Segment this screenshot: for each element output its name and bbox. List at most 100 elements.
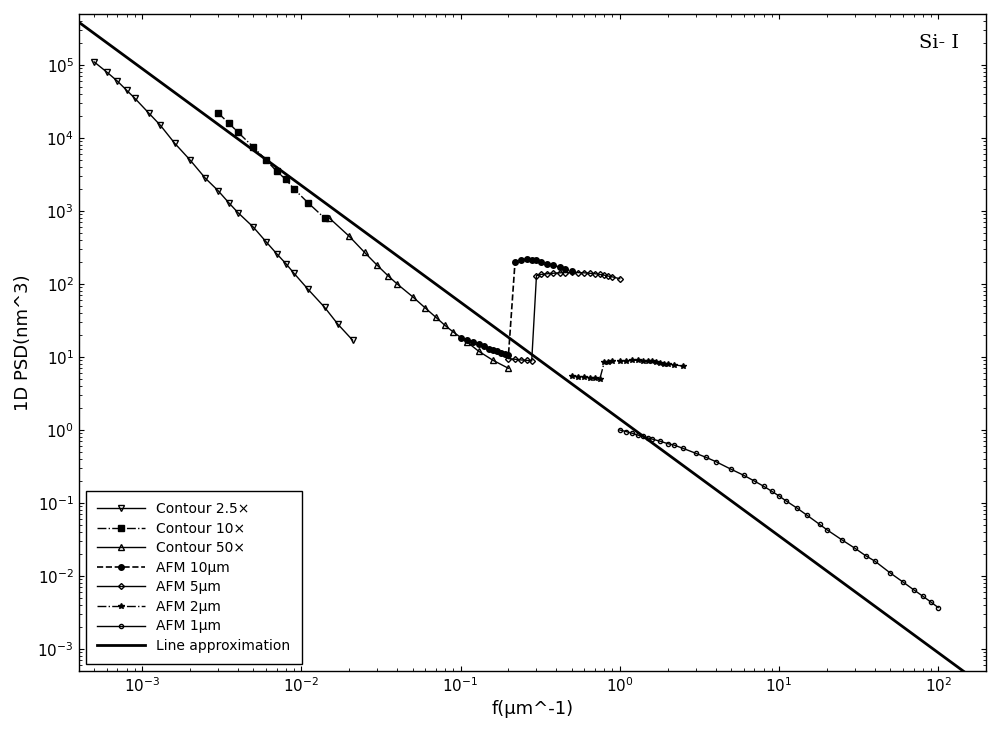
AFM 1μm: [700, 453, 712, 462]
AFM 2μm: [637, 356, 649, 365]
Contour 2.5×: [247, 223, 259, 231]
AFM 2μm: [584, 373, 596, 382]
AFM 1μm: [632, 430, 644, 439]
Contour 50×: [371, 261, 383, 269]
AFM 2μm: [677, 362, 689, 370]
Contour 50×: [461, 337, 473, 346]
AFM 2μm: [589, 374, 601, 383]
AFM 10μm: [502, 351, 514, 360]
Line: AFM 2μm: AFM 2μm: [569, 357, 686, 381]
AFM 2μm: [654, 359, 666, 367]
AFM 1μm: [917, 591, 929, 600]
Contour 2.5×: [319, 303, 331, 312]
Contour 50×: [391, 280, 403, 288]
AFM 1μm: [646, 435, 658, 444]
AFM 2μm: [642, 356, 654, 365]
Contour 50×: [419, 304, 431, 313]
Contour 10×: [288, 184, 300, 193]
AFM 10μm: [530, 256, 542, 265]
Contour 50×: [473, 347, 485, 356]
AFM 10μm: [526, 255, 538, 264]
AFM 2μm: [668, 360, 680, 369]
AFM 10μm: [535, 258, 547, 266]
AFM 5μm: [547, 269, 559, 277]
AFM 1μm: [801, 511, 813, 520]
Contour 10×: [247, 143, 259, 152]
Line: AFM 1μm: AFM 1μm: [618, 428, 940, 610]
AFM 1μm: [773, 491, 785, 500]
Contour 2.5×: [184, 155, 196, 164]
Contour 2.5×: [347, 336, 359, 345]
AFM 1μm: [869, 557, 881, 566]
AFM 2μm: [662, 359, 674, 368]
Contour 2.5×: [288, 269, 300, 277]
Y-axis label: 1D PSD(nm^3): 1D PSD(nm^3): [14, 274, 32, 411]
Contour 50×: [382, 272, 394, 280]
Contour 2.5×: [88, 58, 100, 67]
AFM 5μm: [535, 270, 547, 279]
AFM 2μm: [598, 358, 610, 367]
AFM 5μm: [559, 268, 571, 277]
AFM 2μm: [646, 357, 658, 366]
AFM 5μm: [526, 356, 538, 365]
AFM 2μm: [594, 375, 606, 384]
AFM 10μm: [487, 346, 499, 354]
AFM 1μm: [748, 477, 760, 485]
Contour 10×: [271, 167, 283, 176]
AFM 1μm: [662, 439, 674, 448]
AFM 1μm: [690, 449, 702, 458]
AFM 1μm: [814, 520, 826, 529]
Contour 50×: [487, 356, 499, 365]
AFM 5μm: [530, 272, 542, 280]
AFM 1μm: [908, 586, 920, 594]
AFM 5μm: [572, 268, 584, 277]
Contour 2.5×: [111, 77, 123, 86]
AFM 2μm: [606, 357, 618, 366]
Contour 2.5×: [101, 67, 113, 76]
AFM 2μm: [614, 356, 626, 365]
AFM 2μm: [566, 372, 578, 381]
AFM 1μm: [710, 457, 722, 466]
AFM 10μm: [467, 337, 479, 346]
Contour 2.5×: [199, 174, 211, 183]
AFM 2μm: [650, 358, 662, 367]
Contour 50×: [439, 321, 451, 330]
AFM 1μm: [626, 429, 638, 438]
Contour 50×: [447, 328, 459, 337]
AFM 2μm: [572, 372, 584, 381]
AFM 1μm: [620, 427, 632, 436]
AFM 2μm: [620, 356, 632, 365]
Contour 10×: [232, 128, 244, 137]
AFM 1μm: [849, 544, 861, 553]
AFM 10μm: [509, 258, 521, 266]
AFM 10μm: [495, 348, 507, 357]
AFM 1μm: [738, 471, 750, 479]
Contour 50×: [323, 214, 335, 223]
AFM 10μm: [515, 256, 527, 265]
AFM 10μm: [547, 261, 559, 269]
AFM 5μm: [614, 274, 626, 283]
AFM 1μm: [932, 603, 944, 612]
Line: AFM 5μm: AFM 5μm: [506, 270, 622, 363]
Contour 50×: [343, 232, 355, 241]
Line: Contour 2.5×: Contour 2.5×: [91, 59, 356, 343]
AFM 5μm: [598, 271, 610, 280]
X-axis label: f(μm^-1): f(μm^-1): [491, 700, 573, 718]
AFM 1μm: [791, 504, 803, 512]
AFM 2μm: [626, 356, 638, 365]
AFM 1μm: [725, 465, 737, 474]
AFM 1μm: [614, 425, 626, 434]
Contour 2.5×: [143, 108, 155, 117]
Contour 2.5×: [302, 285, 314, 294]
AFM 10μm: [566, 266, 578, 275]
AFM 1μm: [668, 441, 680, 449]
AFM 10μm: [478, 342, 490, 351]
AFM 2μm: [578, 373, 590, 381]
AFM 1μm: [897, 578, 909, 586]
Contour 2.5×: [232, 208, 244, 217]
Contour 2.5×: [154, 121, 166, 130]
Legend: Contour 2.5×, Contour 10×, Contour 50×, AFM 10μm, AFM 5μm, AFM 2μm, AFM 1μm, Lin: Contour 2.5×, Contour 10×, Contour 50×, …: [86, 491, 302, 664]
AFM 10μm: [455, 334, 467, 343]
AFM 5μm: [584, 269, 596, 277]
AFM 2μm: [602, 357, 614, 366]
